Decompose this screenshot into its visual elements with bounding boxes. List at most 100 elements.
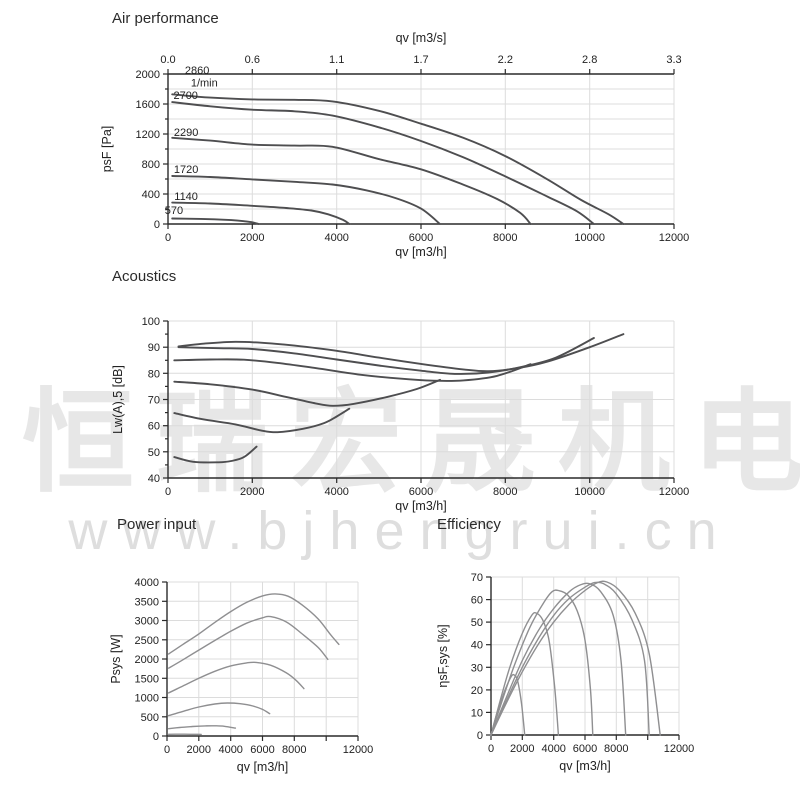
y-tick-label: 1200 bbox=[136, 129, 160, 141]
x2-axis-title: qv [m3/s] bbox=[396, 31, 447, 45]
x-tick-label: 8000 bbox=[282, 744, 306, 756]
y-tick-label: 90 bbox=[148, 342, 160, 354]
x-tick-label: 12000 bbox=[659, 486, 690, 498]
y-tick-label: 0 bbox=[154, 219, 160, 231]
x-axis-title: qv [m3/h] bbox=[559, 759, 610, 773]
y-tick-label: 2000 bbox=[136, 69, 160, 81]
y-tick-label: 40 bbox=[148, 473, 160, 485]
y-tick-label: 50 bbox=[471, 617, 483, 629]
y-axis-title: ηsF,sys [%] bbox=[436, 624, 450, 687]
x-tick-label: 12000 bbox=[659, 232, 690, 244]
y-tick-label: 50 bbox=[148, 447, 160, 459]
y-tick-label: 3500 bbox=[135, 596, 159, 608]
curve-2860 bbox=[167, 593, 340, 655]
x-tick-label: 6000 bbox=[573, 743, 597, 755]
curve-1720 bbox=[490, 589, 594, 736]
x2-tick-label: 0.6 bbox=[245, 54, 260, 66]
curve-1720 bbox=[173, 378, 441, 407]
y-tick-label: 20 bbox=[471, 685, 483, 697]
x-tick-label: 4000 bbox=[324, 232, 348, 244]
y-tick-label: 60 bbox=[471, 595, 483, 607]
x-tick-label: 12000 bbox=[664, 743, 695, 755]
y-tick-label: 40 bbox=[471, 640, 483, 652]
x2-tick-label: 2.8 bbox=[582, 54, 597, 66]
rpm-label-2290: 2290 bbox=[174, 127, 198, 139]
x2-tick-label: 1.7 bbox=[413, 54, 428, 66]
curve-2290 bbox=[167, 661, 305, 694]
x-tick-label: 2000 bbox=[510, 743, 534, 755]
rpm-label-2860: 2860 bbox=[185, 65, 209, 77]
y-tick-label: 1500 bbox=[135, 673, 159, 685]
watermark-url-text: www.bjhengrui.cn bbox=[68, 501, 732, 561]
curve-2290 bbox=[173, 358, 532, 382]
y-tick-label: 400 bbox=[142, 189, 160, 201]
y-tick-label: 30 bbox=[471, 662, 483, 674]
x2-tick-label: 3.3 bbox=[666, 54, 681, 66]
curve-1140 bbox=[167, 725, 237, 730]
curve-2290 bbox=[490, 582, 627, 736]
air-performance-title: Air performance bbox=[112, 10, 219, 27]
curve-1140 bbox=[490, 611, 560, 736]
y-tick-label: 2000 bbox=[135, 654, 159, 666]
x-tick-label: 8000 bbox=[604, 743, 628, 755]
x-tick-label: 6000 bbox=[409, 486, 433, 498]
x-tick-label: 0 bbox=[165, 232, 171, 244]
curve-2860 bbox=[490, 580, 661, 736]
x-tick-label: 2000 bbox=[240, 232, 264, 244]
rpm-label-1140: 1140 bbox=[174, 191, 198, 203]
y-tick-label: 800 bbox=[142, 159, 160, 171]
x-axis-title: qv [m3/h] bbox=[395, 499, 446, 513]
efficiency-title: Efficiency bbox=[437, 516, 501, 533]
x2-tick-label: 2.2 bbox=[498, 54, 513, 66]
x-tick-label: 12000 bbox=[343, 744, 374, 756]
y-tick-label: 1000 bbox=[135, 693, 159, 705]
curve-570 bbox=[171, 217, 260, 225]
x-tick-label: 10000 bbox=[574, 486, 605, 498]
y-tick-label: 10 bbox=[471, 707, 483, 719]
curve-1140 bbox=[173, 407, 351, 434]
y-tick-label: 2500 bbox=[135, 635, 159, 647]
x-axis-title: qv [m3/h] bbox=[237, 760, 288, 774]
x-tick-label: 2000 bbox=[240, 486, 264, 498]
curve-1720 bbox=[171, 175, 441, 225]
y-axis-title: Psys [W] bbox=[109, 634, 123, 683]
curve-570 bbox=[490, 673, 526, 736]
y-tick-label: 0 bbox=[153, 731, 159, 743]
x-tick-label: 0 bbox=[164, 744, 170, 756]
curve-2860 bbox=[171, 93, 625, 225]
curve-2290 bbox=[171, 136, 532, 225]
curve-1720 bbox=[167, 702, 271, 717]
y-axis-title: Lw(A),5 [dB] bbox=[111, 365, 125, 434]
y-tick-label: 100 bbox=[142, 316, 160, 328]
x-axis-title: qv [m3/h] bbox=[395, 245, 446, 259]
x-tick-label: 8000 bbox=[493, 486, 517, 498]
y-tick-label: 3000 bbox=[135, 616, 159, 628]
acoustics-title: Acoustics bbox=[112, 268, 177, 285]
x2-tick-label: 0.0 bbox=[160, 54, 175, 66]
rpm-label-570: 570 bbox=[165, 205, 183, 217]
y-tick-label: 70 bbox=[471, 572, 483, 584]
y-tick-label: 70 bbox=[148, 395, 160, 407]
x-tick-label: 4000 bbox=[541, 743, 565, 755]
x-tick-label: 0 bbox=[165, 486, 171, 498]
rpm-label-2700: 2700 bbox=[173, 90, 197, 102]
y-tick-label: 4000 bbox=[135, 577, 159, 589]
curve-2700 bbox=[490, 581, 650, 736]
y-tick-label: 1600 bbox=[136, 99, 160, 111]
rpm-label-1720: 1720 bbox=[174, 164, 198, 176]
x-tick-label: 2000 bbox=[187, 744, 211, 756]
y-tick-label: 500 bbox=[141, 712, 159, 724]
curve-2700 bbox=[167, 615, 329, 669]
curve-2700 bbox=[177, 337, 595, 375]
x-tick-label: 4000 bbox=[218, 744, 242, 756]
x2-tick-label: 1.1 bbox=[329, 54, 344, 66]
curve-570 bbox=[173, 445, 258, 464]
rpm-label-1min: 1/min bbox=[191, 78, 218, 90]
curve-2860 bbox=[177, 333, 625, 373]
y-tick-label: 60 bbox=[148, 421, 160, 433]
y-tick-label: 0 bbox=[477, 730, 483, 742]
watermark-chinese-text: 恒瑞宏晟机电 bbox=[22, 380, 800, 505]
x-tick-label: 0 bbox=[488, 743, 494, 755]
